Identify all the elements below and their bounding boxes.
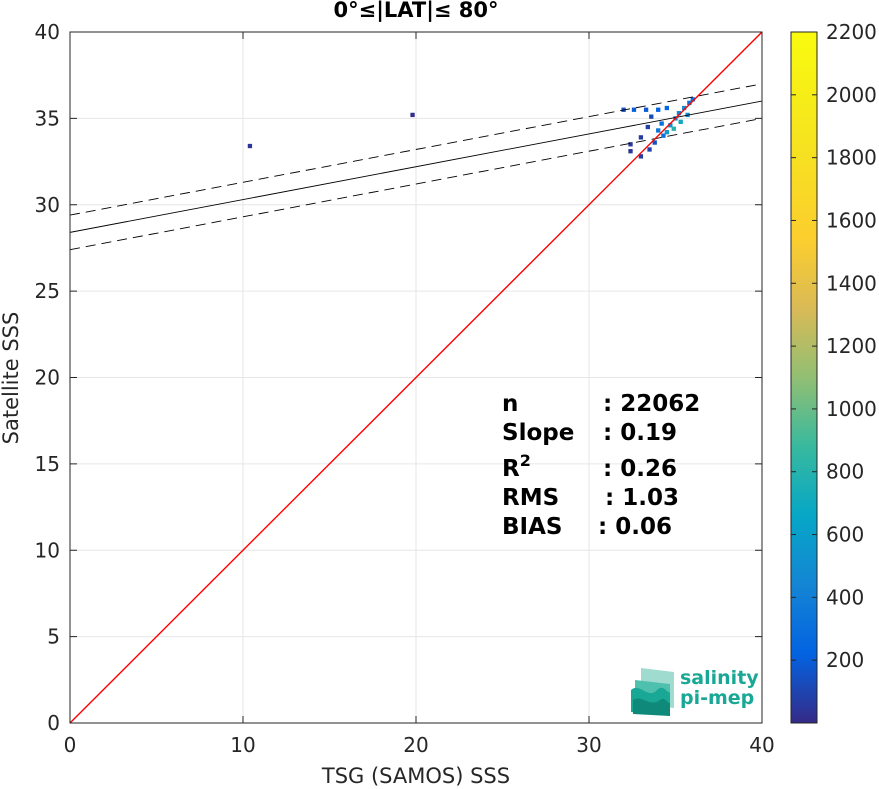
x-axis-label: TSG (SAMOS) SSS [321,764,510,788]
density-cell [647,147,652,152]
density-cell [690,97,695,102]
density-cell [656,128,661,133]
colorbar-tick-label: 800 [826,460,864,484]
x-tick-label: 40 [749,733,774,757]
stat-label: RMS [502,485,559,511]
colorbar-tick-label: 1400 [826,271,877,295]
stat-label: R2 [502,451,531,482]
density-cell [645,124,650,130]
y-tick-label: 15 [35,452,60,476]
colorbar-tick-label: 2000 [826,83,877,107]
y-tick-label: 10 [35,538,60,562]
density-cell [410,112,415,118]
colorbar-tick-label: 200 [826,648,864,672]
density-cell [661,133,666,138]
identity-line [70,32,762,723]
regression-lower-bound [70,117,762,251]
regression-upper-bound [70,83,762,216]
stat-label: n [502,391,518,417]
y-axis-label: Satellite SSS [0,312,23,445]
density-cell [649,114,654,119]
fit-lines [70,32,762,723]
y-tick-label: 25 [35,279,60,303]
density-cell [687,100,692,105]
chart-title: 0°≤|LAT|≤ 80° [333,0,498,23]
colorbar-tick-label: 1800 [826,146,877,170]
regression-line [70,100,762,233]
stat-label: Slope [502,420,574,446]
colorbar-tick-label: 2200 [826,20,877,44]
density-cell [652,140,657,145]
stat-value: : 0.19 [603,420,677,446]
density-cell [668,123,673,128]
y-tick-label: 30 [35,193,60,217]
salinity-pi-mep-logo: salinity pi-mep [631,667,759,716]
y-tick-label: 20 [35,366,60,390]
density-cell [628,142,633,147]
stat-label: BIAS [502,514,562,540]
density-cell [664,130,670,135]
density-cell [656,107,661,112]
density-cell [681,105,687,111]
y-tick-label: 0 [47,711,60,735]
density-cell [643,107,649,112]
x-tick-label: 10 [230,733,255,757]
x-tick-label: 0 [64,733,77,757]
colorbar-tick-label: 1600 [826,208,877,232]
colorbar-tick-label: 1200 [826,334,877,358]
density-cell [628,149,633,154]
y-tick-label: 40 [35,20,60,44]
stat-value: : 22062 [603,391,700,417]
density-cell [671,126,676,131]
density-cell [659,121,664,126]
x-axis-ticks: 0 10 20 30 40 [64,32,775,757]
x-tick-label: 20 [403,733,428,757]
density-cell [678,119,683,124]
y-axis-ticks: 0 5 10 15 20 25 30 35 40 [35,20,762,735]
colorbar-ticks: 200 400 600 800 1000 1200 1400 1600 1800 2000 2200 [791,20,877,672]
colorbar-tick-label: 600 [826,523,864,547]
statistics-box: n : 22062 Slope : 0.19 R2 : 0.26 RMS : 1.03 BIAS… [502,391,700,540]
colorbar-tick-label: 400 [826,585,864,609]
density-cell [664,105,670,111]
density-cells [247,97,695,159]
logo-line1: salinity [680,667,759,689]
y-tick-label: 5 [47,625,60,649]
colorbar [790,31,818,724]
stat-value: : 0.26 [603,456,677,482]
y-tick-label: 35 [35,106,60,130]
x-tick-label: 30 [576,733,601,757]
stat-value: : 0.06 [598,514,672,540]
density-cell [638,154,644,159]
logo-mark-icon [631,668,674,716]
density-cell [676,111,682,116]
density-cell [631,107,637,112]
colorbar-tick-label: 1000 [826,397,877,421]
logo-line2: pi-mep [680,687,754,709]
density-cell [247,143,253,149]
density-cell [638,135,644,140]
stat-value: : 1.03 [605,485,679,511]
